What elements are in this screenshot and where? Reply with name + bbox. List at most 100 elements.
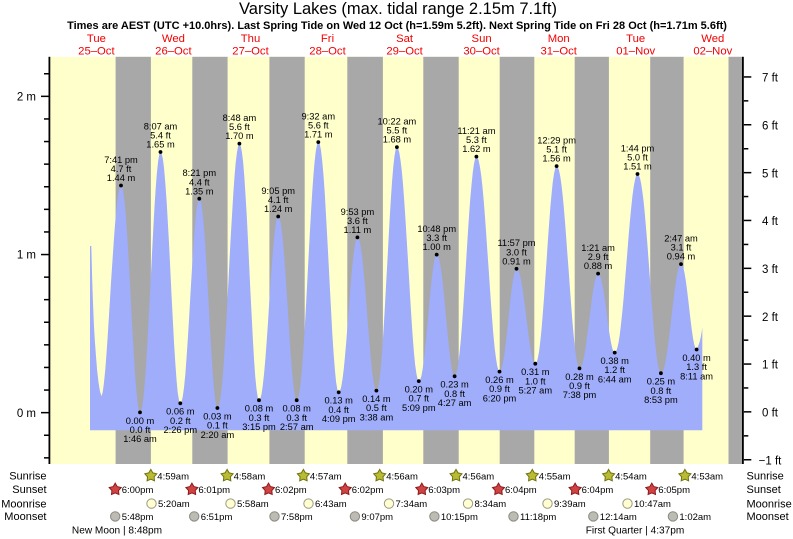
svg-text:Tue: Tue (87, 33, 106, 45)
svg-text:9:05 pm: 9:05 pm (261, 186, 295, 196)
svg-text:3.3 ft: 3.3 ft (426, 233, 447, 243)
svg-text:1.11 m: 1.11 m (344, 225, 372, 235)
svg-text:6:04pm: 6:04pm (505, 485, 537, 496)
svg-text:4:56am: 4:56am (386, 471, 418, 482)
svg-text:Mon: Mon (548, 33, 570, 45)
svg-text:9:32 am: 9:32 am (302, 112, 336, 122)
svg-text:0.28 m: 0.28 m (565, 372, 594, 382)
svg-text:0.26 m: 0.26 m (485, 375, 514, 385)
svg-text:1.44 m: 1.44 m (107, 173, 136, 183)
svg-text:0.0 ft: 0.0 ft (130, 425, 151, 435)
svg-text:1.71 m: 1.71 m (304, 130, 333, 140)
svg-text:3:15 pm: 3:15 pm (242, 422, 276, 432)
svg-text:26–Oct: 26–Oct (155, 45, 192, 57)
svg-text:Wed: Wed (701, 33, 724, 45)
svg-text:8:34am: 8:34am (475, 499, 507, 510)
svg-text:0.1 ft: 0.1 ft (207, 421, 228, 431)
svg-text:Sun: Sun (472, 33, 492, 45)
svg-text:0.3 ft: 0.3 ft (286, 413, 307, 423)
svg-text:2:47 am: 2:47 am (664, 234, 698, 244)
svg-text:1.24 m: 1.24 m (264, 204, 293, 214)
svg-text:27–Oct: 27–Oct (232, 45, 269, 57)
svg-text:5.0 ft: 5.0 ft (627, 153, 648, 163)
svg-text:First Quarter | 4:37pm: First Quarter | 4:37pm (586, 526, 685, 537)
svg-text:4:09 pm: 4:09 pm (322, 414, 356, 424)
svg-text:3.6 ft: 3.6 ft (347, 216, 368, 226)
svg-text:6:02pm: 6:02pm (352, 485, 384, 496)
svg-text:2 ft: 2 ft (762, 312, 779, 324)
svg-text:0.7 ft: 0.7 ft (408, 394, 429, 404)
svg-text:0.08 m: 0.08 m (245, 404, 274, 414)
svg-text:4 ft: 4 ft (762, 216, 779, 228)
svg-text:1 ft: 1 ft (762, 360, 779, 372)
svg-text:5:58am: 5:58am (237, 499, 269, 510)
svg-text:2.9 ft: 2.9 ft (588, 252, 609, 262)
svg-text:0.91 m: 0.91 m (502, 256, 531, 266)
svg-text:Times are AEST (UTC +10.0hrs).: Times are AEST (UTC +10.0hrs). Last Spri… (67, 20, 727, 32)
svg-text:7 ft: 7 ft (762, 73, 779, 85)
svg-text:Fri: Fri (321, 33, 334, 45)
svg-text:11:57 pm: 11:57 pm (497, 238, 535, 248)
svg-text:5.1 ft: 5.1 ft (546, 145, 567, 155)
svg-text:6:00pm: 6:00pm (122, 485, 154, 496)
svg-text:0.06 m: 0.06 m (166, 407, 195, 417)
svg-text:6:03pm: 6:03pm (428, 485, 460, 496)
svg-text:7:38 pm: 7:38 pm (563, 390, 597, 400)
svg-text:5:27 am: 5:27 am (519, 386, 553, 396)
svg-text:4:27 am: 4:27 am (438, 398, 472, 408)
svg-text:4:59am: 4:59am (157, 471, 189, 482)
svg-text:Sunset: Sunset (12, 484, 46, 496)
svg-text:1:21 am: 1:21 am (581, 243, 615, 253)
svg-text:5.6 ft: 5.6 ft (308, 121, 329, 131)
svg-text:6:05pm: 6:05pm (658, 485, 690, 496)
svg-text:3:38 am: 3:38 am (360, 412, 394, 422)
svg-text:0.03 m: 0.03 m (203, 411, 232, 421)
svg-text:1:46 am: 1:46 am (123, 434, 157, 444)
svg-text:6:01pm: 6:01pm (198, 485, 230, 496)
svg-text:02–Nov: 02–Nov (693, 45, 732, 57)
svg-text:1.35 m: 1.35 m (185, 186, 214, 196)
svg-text:5.6 ft: 5.6 ft (229, 122, 250, 132)
svg-text:10:48 pm: 10:48 pm (417, 224, 456, 234)
svg-text:5.3 ft: 5.3 ft (466, 135, 487, 145)
svg-text:0.38 m: 0.38 m (600, 356, 629, 366)
svg-text:1.62 m: 1.62 m (462, 144, 491, 154)
svg-text:1.0 ft: 1.0 ft (525, 376, 546, 386)
svg-text:8:11 am: 8:11 am (680, 371, 713, 381)
svg-text:Varsity Lakes (max. tidal rang: Varsity Lakes (max. tidal range 2.15m 7.… (239, 0, 557, 18)
svg-text:1.56 m: 1.56 m (542, 154, 571, 164)
svg-text:Sat: Sat (396, 33, 414, 45)
svg-text:Moonrise: Moonrise (747, 498, 792, 510)
svg-text:2:57 am: 2:57 am (280, 422, 314, 432)
svg-text:−1 ft: −1 ft (759, 455, 783, 467)
svg-text:0.9 ft: 0.9 ft (489, 384, 510, 394)
svg-text:0.40 m: 0.40 m (682, 353, 711, 363)
svg-text:Moonset: Moonset (747, 511, 789, 523)
svg-text:6:04pm: 6:04pm (582, 485, 614, 496)
svg-text:8:21 pm: 8:21 pm (183, 168, 217, 178)
svg-text:12:14am: 12:14am (600, 512, 637, 523)
svg-text:2:26 pm: 2:26 pm (164, 425, 198, 435)
svg-text:Tue: Tue (626, 33, 645, 45)
svg-text:2 m: 2 m (17, 92, 36, 104)
svg-text:6:51pm: 6:51pm (201, 512, 233, 523)
svg-text:0 ft: 0 ft (762, 408, 779, 420)
svg-text:8:53 pm: 8:53 pm (644, 395, 678, 405)
svg-text:0.25 m: 0.25 m (647, 377, 676, 387)
svg-text:4:53am: 4:53am (691, 471, 723, 482)
svg-text:6 ft: 6 ft (762, 121, 779, 133)
svg-text:11:21 am: 11:21 am (457, 126, 495, 136)
svg-text:31–Oct: 31–Oct (540, 45, 577, 57)
svg-text:9:07pm: 9:07pm (361, 512, 393, 523)
svg-text:29–Oct: 29–Oct (386, 45, 423, 57)
svg-text:Thu: Thu (241, 33, 260, 45)
svg-text:5.4 ft: 5.4 ft (150, 131, 171, 141)
svg-text:4:57am: 4:57am (310, 471, 342, 482)
svg-text:11:18pm: 11:18pm (520, 512, 556, 523)
svg-text:4:55am: 4:55am (539, 471, 571, 482)
svg-text:0.14 m: 0.14 m (362, 394, 391, 404)
svg-text:1.51 m: 1.51 m (623, 162, 652, 172)
svg-text:Sunrise: Sunrise (9, 471, 46, 483)
svg-text:30–Oct: 30–Oct (463, 45, 500, 57)
svg-text:5.5 ft: 5.5 ft (387, 126, 408, 136)
